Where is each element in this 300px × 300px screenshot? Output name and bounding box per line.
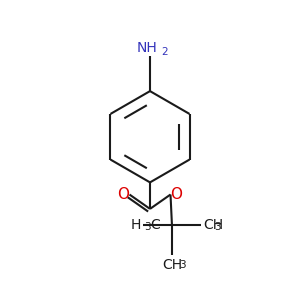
Text: H: H [131,218,141,232]
Text: CH: CH [203,218,223,232]
Text: 3: 3 [214,222,221,232]
Text: NH: NH [137,41,158,55]
Text: O: O [117,187,129,202]
Text: C: C [150,218,160,232]
Text: O: O [170,187,182,202]
Text: CH: CH [162,258,182,272]
Text: 2: 2 [161,47,168,57]
Text: 3: 3 [179,260,186,270]
Text: 3: 3 [144,222,151,232]
